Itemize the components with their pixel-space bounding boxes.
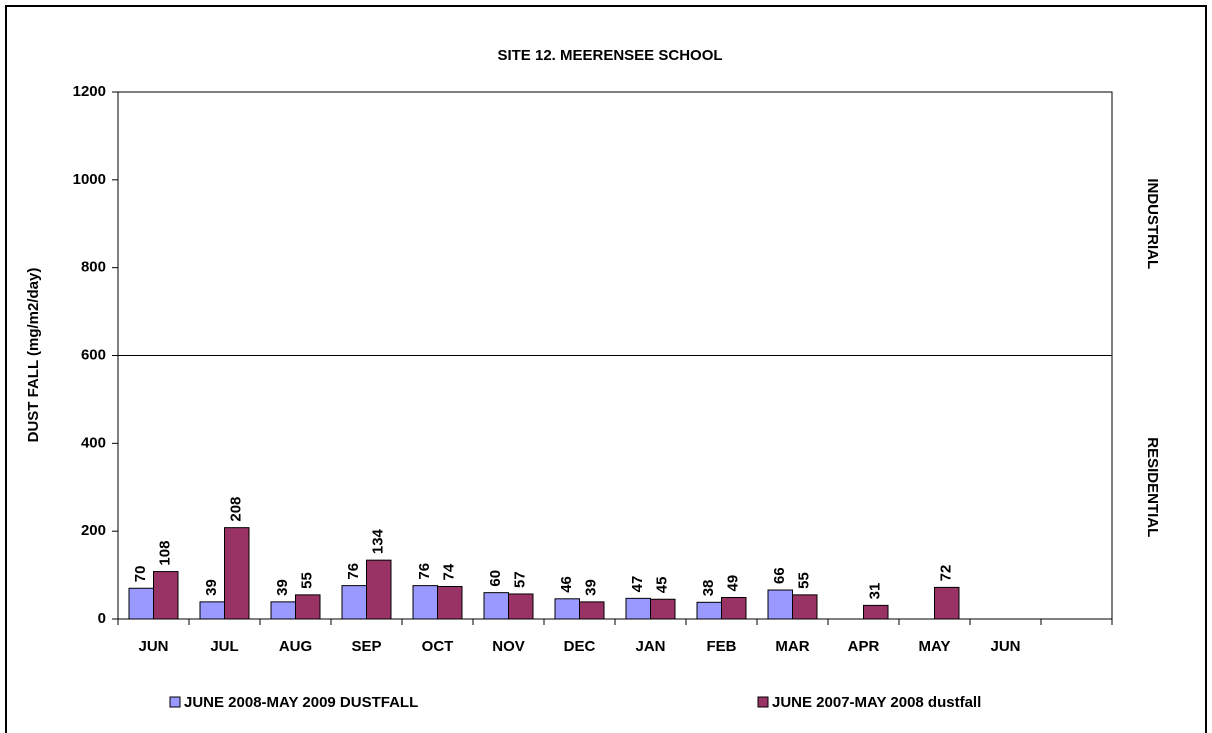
value-label: 46: [558, 576, 575, 593]
legend-label: JUNE 2008-MAY 2009 DUSTFALL: [184, 694, 418, 711]
bar: [792, 594, 818, 620]
x-tick-label: JUL: [210, 638, 238, 655]
bar: [508, 593, 534, 620]
bar: [721, 596, 747, 620]
y-tick-label: 0: [98, 610, 106, 627]
bar: [863, 604, 889, 620]
bar: [625, 597, 652, 620]
x-tick-label: MAR: [775, 638, 809, 655]
y-tick-label: 800: [81, 259, 106, 276]
value-label: 55: [796, 572, 813, 589]
y-tick-label: 600: [81, 346, 106, 363]
value-label: 39: [583, 579, 600, 596]
bar: [270, 601, 297, 620]
bar: [153, 571, 179, 620]
value-label: 39: [274, 579, 291, 596]
bar: [128, 587, 155, 620]
frame: [5, 5, 1207, 733]
x-tick-label: SEP: [351, 638, 381, 655]
zone-label: RESIDENTIAL: [1144, 437, 1161, 537]
value-label: 74: [441, 563, 458, 580]
bar: [437, 586, 463, 620]
value-label: 208: [228, 497, 245, 522]
legend-swatch: [169, 696, 181, 708]
chart-title: SITE 12. MEERENSEE SCHOOL: [497, 47, 722, 64]
bar: [934, 586, 960, 620]
bar: [483, 592, 510, 620]
legend-label: JUNE 2007-MAY 2008 dustfall: [772, 694, 981, 711]
legend-swatch: [757, 696, 769, 708]
value-label: 76: [416, 563, 433, 580]
x-tick-label: APR: [848, 638, 880, 655]
value-label: 38: [700, 580, 717, 597]
bar: [696, 601, 723, 620]
value-label: 66: [771, 567, 788, 584]
bar: [224, 527, 250, 620]
x-tick-label: AUG: [279, 638, 312, 655]
value-label: 39: [203, 579, 220, 596]
x-tick-label: FEB: [707, 638, 737, 655]
bar: [650, 598, 676, 620]
y-tick-label: 1000: [73, 171, 106, 188]
bar: [767, 589, 794, 620]
y-axis-label: DUST FALL (mg/m2/day): [25, 268, 42, 443]
value-label: 72: [938, 565, 955, 582]
bar: [412, 585, 439, 620]
bar: [295, 594, 321, 620]
x-tick-label: JAN: [635, 638, 665, 655]
y-tick-label: 400: [81, 434, 106, 451]
value-label: 47: [629, 576, 646, 593]
x-tick-label: DEC: [564, 638, 596, 655]
value-label: 55: [299, 572, 316, 589]
value-label: 31: [867, 583, 884, 600]
value-label: 45: [654, 577, 671, 594]
value-label: 134: [370, 528, 387, 554]
bar: [554, 598, 581, 620]
bar: [366, 559, 392, 620]
value-label: 108: [157, 541, 174, 566]
value-label: 57: [512, 571, 529, 588]
value-label: 76: [345, 563, 362, 580]
y-tick-label: 1200: [73, 83, 106, 100]
value-label: 49: [725, 575, 742, 592]
value-label: 60: [487, 570, 504, 587]
x-tick-label: NOV: [492, 638, 525, 655]
y-tick-label: 200: [81, 522, 106, 539]
x-tick-label: MAY: [919, 638, 951, 655]
bar: [579, 601, 605, 620]
x-tick-label: JUN: [990, 638, 1020, 655]
bar: [341, 585, 368, 620]
zone-label: INDUSTRIAL: [1144, 178, 1161, 269]
x-tick-label: OCT: [422, 638, 454, 655]
value-label: 70: [132, 566, 149, 583]
x-tick-label: JUN: [138, 638, 168, 655]
bar: [199, 601, 226, 620]
